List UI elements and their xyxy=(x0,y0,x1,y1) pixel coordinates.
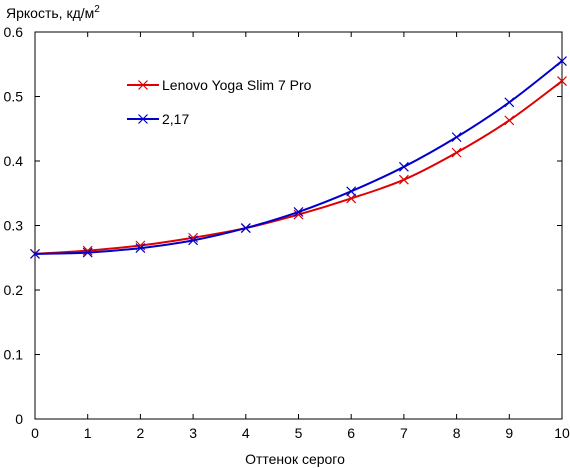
x-tick-label: 3 xyxy=(189,425,197,441)
data-point xyxy=(451,147,462,158)
y-tick-label: 0.5 xyxy=(4,89,24,105)
data-point xyxy=(557,76,567,86)
data-point xyxy=(398,161,409,172)
y-tick-label: 0.1 xyxy=(4,347,24,363)
data-point xyxy=(504,97,515,108)
x-axis: 0 1 2 3 4 5 6 7 8 9 10 xyxy=(31,32,570,441)
data-point xyxy=(504,115,515,126)
legend-item: Lenovo Yoga Slim 7 Pro xyxy=(127,77,312,93)
x-tick-label: 8 xyxy=(453,425,461,441)
y-tick-label: 0.4 xyxy=(4,153,24,169)
data-point xyxy=(398,174,409,185)
x-axis-label: Оттенок серого xyxy=(245,451,345,467)
legend: Lenovo Yoga Slim 7 Pro 2,17 xyxy=(127,77,312,127)
x-tick-label: 7 xyxy=(400,425,408,441)
y-axis-label-superscript: 2 xyxy=(94,4,100,15)
series-0 xyxy=(30,76,567,259)
x-tick-label: 0 xyxy=(31,425,39,441)
data-point xyxy=(346,186,357,197)
series-layer xyxy=(30,56,567,259)
y-tick-label: 0 xyxy=(15,411,23,427)
data-point xyxy=(82,247,93,258)
data-point xyxy=(346,193,357,204)
legend-marker xyxy=(138,114,148,124)
y-axis: 0 0.1 0.2 0.3 0.4 0.5 0.6 xyxy=(4,24,562,427)
x-tick-label: 2 xyxy=(137,425,145,441)
x-tick-label: 4 xyxy=(242,425,250,441)
x-tick-label: 1 xyxy=(84,425,92,441)
data-point xyxy=(30,248,40,259)
x-tick-label: 9 xyxy=(505,425,513,441)
legend-marker xyxy=(138,80,148,90)
data-point xyxy=(188,235,199,246)
series-1 xyxy=(30,56,567,259)
legend-label: Lenovo Yoga Slim 7 Pro xyxy=(162,77,312,93)
series-line xyxy=(34,80,563,255)
x-tick-label: 10 xyxy=(554,425,570,441)
data-point xyxy=(293,207,304,217)
data-point xyxy=(451,132,462,143)
x-tick-label: 6 xyxy=(347,425,355,441)
legend-label: 2,17 xyxy=(162,111,189,127)
data-point xyxy=(135,243,146,253)
y-tick-label: 0.3 xyxy=(4,218,24,234)
legend-item: 2,17 xyxy=(127,111,189,127)
data-point xyxy=(557,56,567,66)
y-tick-label: 0.6 xyxy=(4,24,24,40)
y-axis-label: Яркость, кд/м2 xyxy=(6,4,100,21)
x-tick-label: 5 xyxy=(295,425,303,441)
data-point xyxy=(240,223,251,234)
y-tick-label: 0.2 xyxy=(4,282,24,298)
